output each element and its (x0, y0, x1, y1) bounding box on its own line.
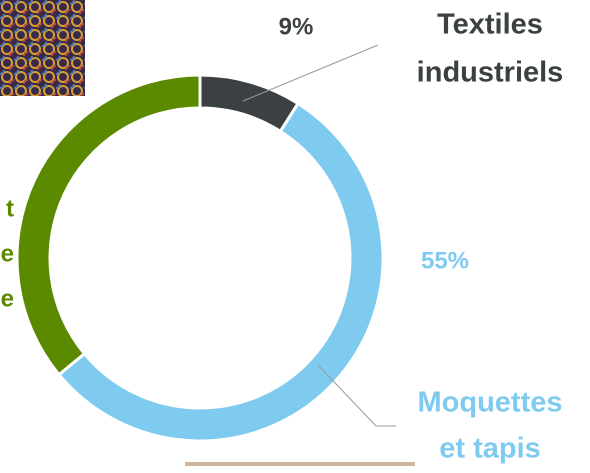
category-label: e (1, 240, 14, 267)
photo-strip (185, 462, 415, 466)
value-label: 55% (421, 247, 469, 274)
leader-line (242, 44, 379, 102)
donut-segment (15, 73, 202, 377)
photo (0, 0, 85, 96)
leader-line (317, 364, 396, 427)
value-label: 9% (279, 13, 314, 40)
category-label: Moquettes (418, 387, 563, 419)
category-label: industriels (417, 57, 564, 89)
category-label: et tapis (439, 433, 541, 465)
donut-segment (198, 73, 301, 134)
category-label: t (6, 195, 14, 222)
donut-segment (56, 101, 385, 443)
category-label: e (1, 285, 14, 312)
category-label: Textiles (437, 9, 543, 41)
